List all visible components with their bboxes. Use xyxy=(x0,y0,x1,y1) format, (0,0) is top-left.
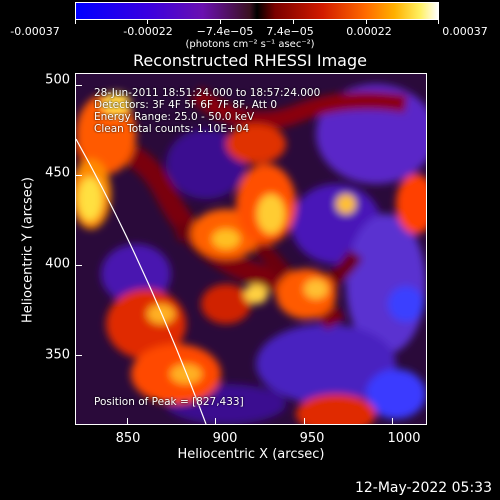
colorbar xyxy=(75,2,439,20)
time-range-label: 28-Jun-2011 18:51:24.000 to 18:57:24.000 xyxy=(94,87,321,99)
rhessi-image xyxy=(76,74,426,424)
colorbar-tick xyxy=(220,20,221,24)
colorbar-tick xyxy=(147,20,148,24)
x-tick xyxy=(304,418,305,425)
image-title: Reconstructed RHESSI Image xyxy=(133,51,367,70)
colorbar-label: −7.4e−05 xyxy=(196,25,254,38)
x-axis-title: Heliocentric X (arcsec) xyxy=(177,447,325,462)
x-tick-label: 950 xyxy=(299,431,325,446)
x-tick xyxy=(127,418,128,425)
y-tick-label: 350 xyxy=(45,347,70,363)
colorbar-tick xyxy=(366,20,367,24)
x-tick-label: 850 xyxy=(115,431,141,446)
x-tick xyxy=(215,418,216,425)
detectors-label: Detectors: 3F 4F 5F 6F 7F 8F, Att 0 xyxy=(94,99,278,111)
clean-counts-label: Clean Total counts: 1.10E+04 xyxy=(94,123,250,135)
colorbar-tick xyxy=(438,20,439,24)
y-tick xyxy=(75,265,82,266)
colorbar-tick xyxy=(75,20,76,24)
y-tick xyxy=(75,85,82,86)
y-tick xyxy=(75,175,82,176)
image-panel: 28-Jun-2011 18:51:24.000 to 18:57:24.000… xyxy=(75,73,427,425)
x-tick xyxy=(392,418,393,425)
colorbar-label: -0.00022 xyxy=(123,25,173,38)
render-timestamp: 12-May-2022 05:33 xyxy=(354,480,492,496)
colorbar-unit: (photons cm⁻² s⁻¹ asec⁻²) xyxy=(185,39,315,50)
colorbar-tick xyxy=(293,20,294,24)
y-tick-label: 450 xyxy=(45,165,70,181)
solar-limb-line xyxy=(76,138,207,424)
y-tick-label: 500 xyxy=(45,72,70,88)
peak-position-label: Position of Peak = [827,433] xyxy=(94,396,244,408)
colorbar-label: -0.00037 xyxy=(10,25,60,38)
x-tick-label: 900 xyxy=(212,431,238,446)
y-tick-label: 400 xyxy=(45,256,70,272)
colorbar-label: 0.00037 xyxy=(442,25,488,38)
colorbar-label: 7.4e−05 xyxy=(266,25,314,38)
y-axis-title: Heliocentric Y (arcsec) xyxy=(20,177,36,323)
y-tick xyxy=(75,355,82,356)
colorbar-label: 0.00022 xyxy=(346,25,392,38)
energy-range-label: Energy Range: 25.0 - 50.0 keV xyxy=(94,111,255,123)
x-tick-label: 1000 xyxy=(387,431,421,446)
